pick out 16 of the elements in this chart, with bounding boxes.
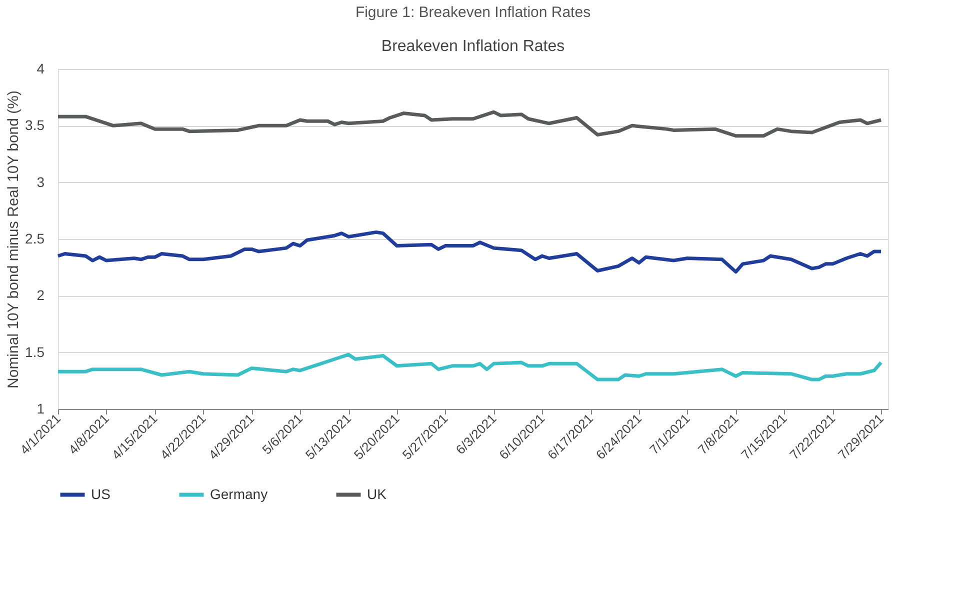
y-tick-label: 2.5: [25, 230, 45, 246]
chart-title: Figure 1: Breakeven Inflation Rates: [355, 4, 591, 21]
legend-label: UK: [367, 486, 388, 502]
legend-label: Germany: [210, 486, 268, 502]
y-tick-label: 1: [36, 400, 45, 416]
line-series: [56, 352, 883, 382]
line-series: [56, 230, 883, 274]
chart-subtitle: Breakeven Inflation Rates: [381, 38, 565, 55]
y-tick-label: 1.5: [25, 344, 45, 360]
line-series: [56, 110, 883, 138]
y-tick-label: 3.5: [25, 117, 45, 134]
legend-label: US: [91, 486, 110, 502]
y-tick-label: 3: [36, 174, 45, 190]
y-axis-title: Nominal 10Y bond minus Real 10Y bond (%): [5, 90, 22, 388]
y-tick-label: 4: [36, 60, 45, 76]
y-tick-label: 2: [36, 287, 45, 304]
